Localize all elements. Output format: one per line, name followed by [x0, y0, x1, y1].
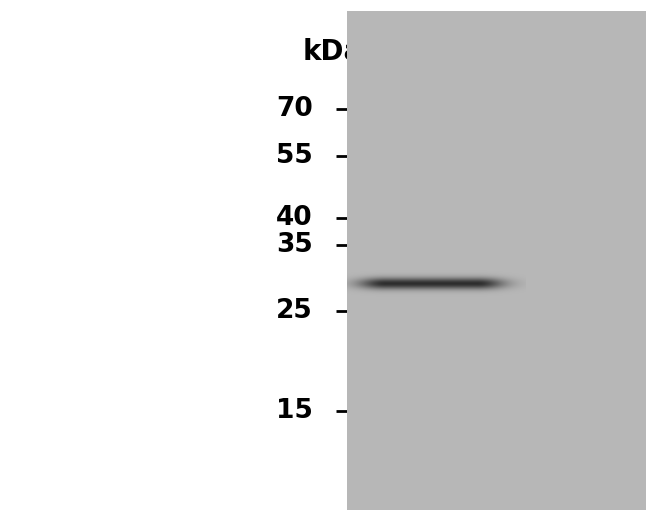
Text: 70: 70 — [276, 96, 313, 122]
Text: 55: 55 — [276, 143, 313, 169]
Text: 40: 40 — [276, 205, 313, 231]
Text: 15: 15 — [276, 398, 313, 424]
Text: 35: 35 — [276, 231, 313, 257]
Text: 25: 25 — [276, 297, 313, 323]
Text: kDa: kDa — [303, 38, 363, 67]
